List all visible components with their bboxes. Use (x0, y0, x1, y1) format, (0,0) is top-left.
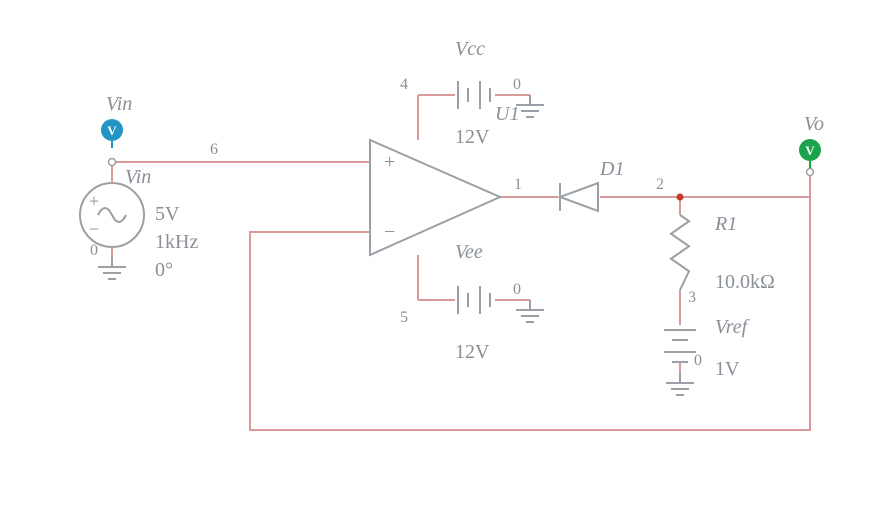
svg-text:1V: 1V (715, 358, 740, 380)
svg-text:Vref: Vref (715, 316, 750, 338)
svg-text:1kHz: 1kHz (155, 231, 198, 253)
svg-text:12V: 12V (455, 126, 490, 148)
svg-text:3: 3 (688, 289, 696, 306)
svg-text:0°: 0° (155, 259, 173, 281)
svg-text:5: 5 (400, 309, 408, 326)
svg-text:6: 6 (210, 141, 218, 158)
circuit-schematic: +−+−6040501230VccU112VVee12VD1R110.0kΩVr… (0, 0, 895, 510)
svg-text:U1: U1 (495, 103, 519, 125)
svg-text:5V: 5V (155, 203, 180, 225)
svg-text:0: 0 (513, 281, 521, 298)
svg-text:0: 0 (513, 76, 521, 93)
svg-text:+: + (89, 191, 99, 211)
svg-text:D1: D1 (599, 158, 624, 180)
svg-text:2: 2 (656, 176, 664, 193)
svg-text:R1: R1 (714, 213, 737, 235)
svg-text:10.0kΩ: 10.0kΩ (715, 271, 775, 293)
svg-text:−: − (89, 219, 99, 239)
svg-text:0: 0 (694, 352, 702, 369)
svg-text:1: 1 (514, 176, 522, 193)
svg-text:Vin: Vin (125, 166, 151, 188)
svg-text:V: V (805, 143, 815, 158)
svg-text:4: 4 (400, 76, 408, 93)
svg-text:12V: 12V (455, 341, 490, 363)
svg-text:−: − (384, 221, 395, 243)
svg-text:V: V (107, 123, 117, 138)
svg-text:Vee: Vee (455, 241, 483, 263)
svg-text:Vo: Vo (804, 113, 824, 135)
svg-text:Vin: Vin (106, 93, 132, 115)
svg-text:+: + (384, 151, 395, 173)
svg-text:Vcc: Vcc (455, 38, 485, 60)
svg-text:0: 0 (90, 242, 98, 259)
